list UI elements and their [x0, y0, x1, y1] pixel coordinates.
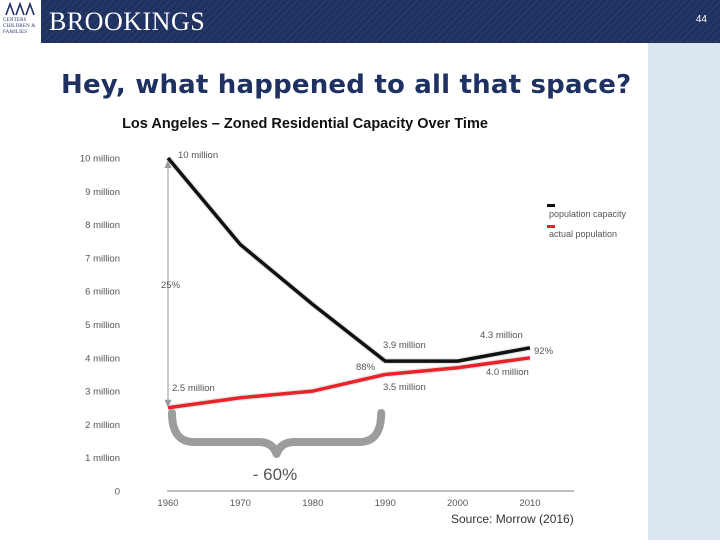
x-axis-ticks: 1960 1970 1980 1990 2000 2010	[157, 498, 540, 509]
y-tick-label: 3 million	[85, 387, 120, 398]
y-tick-label: 6 million	[85, 287, 120, 298]
arrow-head-down	[164, 399, 172, 408]
legend-label-population: actual population	[549, 229, 617, 239]
y-tick-label: 4 million	[85, 353, 120, 364]
annotation-population-2010: 4.0 million	[486, 367, 529, 378]
y-tick-label: 10 million	[80, 154, 120, 165]
annotation-percent-1960: 25%	[161, 280, 181, 291]
header-banner: CENTERS CHILDREN & FAMILIES BROOKINGS 44	[0, 0, 720, 43]
legend-label-capacity: population capacity	[549, 209, 627, 219]
logo-line-1: CENTERS	[3, 18, 27, 23]
annotation-capacity-1960: 10 million	[178, 150, 218, 161]
logo-text: CENTERS CHILDREN & FAMILIES	[3, 18, 39, 36]
annotation-capacity-1990: 3.9 million	[383, 340, 426, 351]
series-line-population-capacity	[166, 156, 531, 363]
arrow-head-up	[164, 160, 172, 168]
x-tick-label: 2000	[447, 498, 468, 509]
brand-name: BROOKINGS	[49, 7, 206, 36]
annotation-population-1960: 2.5 million	[172, 383, 215, 394]
legend-swatch-population	[547, 225, 555, 228]
y-tick-label: 5 million	[85, 320, 120, 331]
logo: CENTERS CHILDREN & FAMILIES	[0, 0, 41, 43]
y-tick-label: 0	[115, 487, 120, 498]
chart: Los Angeles – Zoned Residential Capacity…	[56, 108, 648, 540]
drop-brace	[168, 409, 386, 458]
x-tick-label: 2010	[519, 498, 540, 509]
y-axis-ticks: 0 1 million 2 million 3 million 4 million 5 m…	[80, 154, 120, 498]
logo-mark-icon	[5, 2, 35, 16]
legend: population capacity actual population	[547, 204, 627, 239]
y-tick-label: 1 million	[85, 453, 120, 464]
logo-line-3: FAMILIES	[3, 30, 28, 35]
page-number: 44	[695, 14, 707, 25]
x-tick-label: 1970	[230, 498, 251, 509]
right-side-panel	[648, 43, 720, 540]
difference-arrow	[164, 160, 172, 408]
chart-title: Los Angeles – Zoned Residential Capacity…	[122, 116, 488, 132]
annotation-population-1990: 3.5 million	[383, 382, 426, 393]
slide-title: Hey, what happened to all that space?	[61, 70, 632, 100]
y-tick-label: 8 million	[85, 220, 120, 231]
annotation-percent-2010: 92%	[534, 346, 554, 357]
logo-line-2: CHILDREN &	[3, 24, 36, 29]
y-tick-label: 2 million	[85, 420, 120, 431]
legend-swatch-capacity	[547, 204, 555, 207]
y-tick-label: 7 million	[85, 253, 120, 264]
drop-label: - 60%	[253, 465, 297, 484]
series-line-actual-population	[167, 356, 531, 410]
annotation-capacity-2010: 4.3 million	[480, 330, 523, 341]
x-tick-label: 1960	[157, 498, 178, 509]
x-tick-label: 1990	[375, 498, 396, 509]
chart-svg: Los Angeles – Zoned Residential Capacity…	[80, 116, 627, 526]
annotation-percent-1990: 88%	[356, 362, 376, 373]
x-tick-label: 1980	[302, 498, 323, 509]
y-tick-label: 9 million	[85, 187, 120, 198]
source-note: Source: Morrow (2016)	[451, 512, 574, 526]
series-lines	[165, 156, 531, 411]
